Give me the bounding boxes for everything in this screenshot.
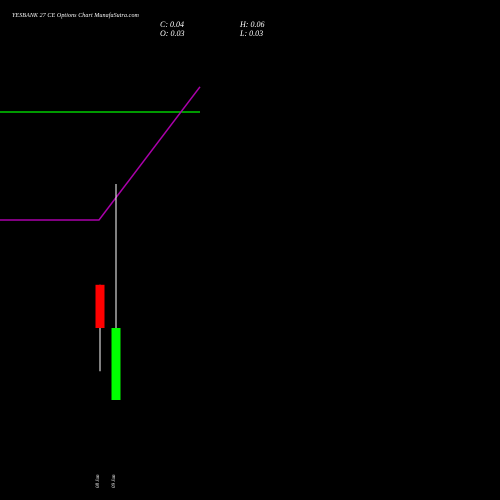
high-value: H: 0.06 xyxy=(240,20,265,29)
candle-body xyxy=(95,284,105,328)
chart-title: YESBANK 27 CE Options Chart MunafaSutra.… xyxy=(12,13,139,19)
candlesticks xyxy=(95,184,121,400)
x-tick-label: 09 Jan xyxy=(112,474,117,488)
x-axis-labels: 08 Jan 09 Jan xyxy=(96,474,117,488)
close-value: C: 0.04 xyxy=(160,20,184,29)
low-value: L: 0.03 xyxy=(240,29,264,38)
candle-body xyxy=(111,328,121,400)
purple-indicator-line xyxy=(0,86,201,221)
x-tick-label: 08 Jan xyxy=(96,474,101,488)
open-value: O: 0.03 xyxy=(160,29,185,38)
candle-1 xyxy=(95,284,105,372)
candle-2 xyxy=(111,184,121,400)
indicator-lines xyxy=(0,86,201,221)
